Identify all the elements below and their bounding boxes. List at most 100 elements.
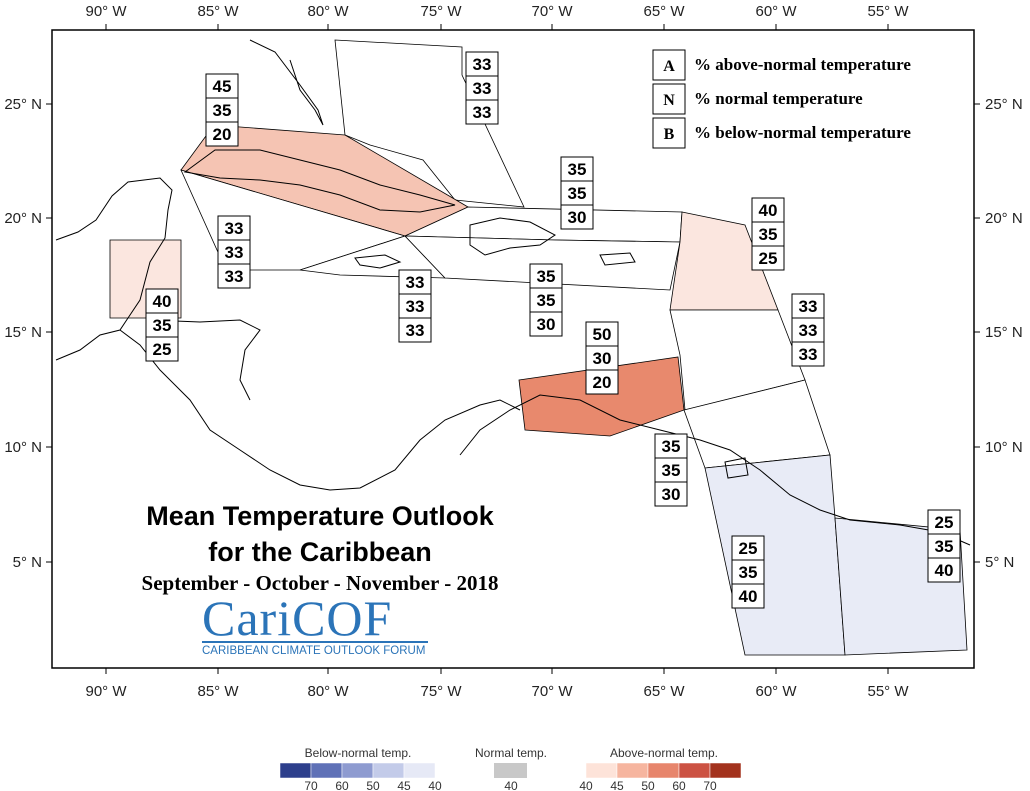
probability-below: 30 [568,208,587,227]
colorbar-above-tick: 45 [610,779,624,791]
colorbar-below-tick: 45 [397,779,411,791]
y-ticks-right: 25° N 20° N 15° N 10° N 5° N [974,96,1023,571]
coastline-south-america [459,394,971,546]
x-tick-label-bottom: 65° W [643,683,685,700]
colorbar-above-swatch [678,762,711,779]
probability-cell [751,197,785,223]
x-ticks-bottom: 90° W 85° W 80° W 75° W 70° W 65° W 60° W 55° W [85,668,909,700]
colorbar-normal-title: Normal temp. [475,746,547,760]
probability-cell [217,215,251,241]
x-tick-label-top: 65° W [643,3,685,20]
probability-normal: 35 [662,461,681,480]
probability-cell [217,263,251,289]
probability-below: 33 [406,321,425,340]
y-tick-label-right: 5° N [985,554,1014,571]
probability-above: 33 [799,297,818,316]
coastline-honduras [149,319,261,401]
key-description: % normal temperature [694,89,863,108]
y-tick-label-left: 20° N [4,210,42,227]
y-tick-label-left: 10° N [4,439,42,456]
y-tick-label-right: 15° N [985,324,1023,341]
y-tick-label-right: 10° N [985,439,1023,456]
probability-cell [205,97,239,123]
probability-cell [927,557,961,583]
colorbar-below-tick: 70 [304,779,318,791]
probability-cell [654,433,688,459]
probability-cell [145,312,179,338]
map-title-line1: Mean Temperature Outlook [146,501,494,531]
probability-above: 35 [568,160,587,179]
probability-below: 40 [935,561,954,580]
probability-below: 33 [799,345,818,364]
colorbar-above-title: Above-normal temp. [610,746,718,760]
probability-below: 30 [537,315,556,334]
caricof-logo: CariCOF [202,590,393,646]
y-ticks-left: 25° N 20° N 15° N 10° N 5° N [4,96,52,571]
x-tick-label-top: 85° W [197,3,239,20]
key-letter-box [652,117,686,149]
probability-box: 40 35 25 [751,197,785,271]
colorbar-normal-swatch [494,763,527,778]
probability-above: 50 [593,325,612,344]
probability-cell [654,481,688,507]
probability-normal: 35 [213,101,232,120]
colorbar-above-swatch [585,762,618,779]
region-hispaniola-south [404,235,681,291]
probability-normal: 35 [568,184,587,203]
x-tick-label-bottom: 55° W [867,683,909,700]
probability-cell [560,180,594,206]
colorbar-below-tick: 60 [335,779,349,791]
probability-cell [560,204,594,230]
colorbar-below-tick: 40 [428,779,442,791]
probability-above: 25 [739,539,758,558]
probability-below: 25 [759,249,778,268]
probability-normal: 33 [406,297,425,316]
probability-box: 35 35 30 [560,156,594,230]
probability-box: 50 30 20 [585,321,619,395]
probability-cell [585,369,619,395]
probability-cell [791,317,825,343]
map-title-line2: for the Caribbean [208,537,432,567]
colorbar-normal-tick: 40 [504,779,518,791]
colorbar-above-swatch [616,762,649,779]
colorbar-above-swatch [709,762,742,779]
probability-cell [927,533,961,559]
probability-cell [145,288,179,314]
probability-normal: 33 [473,79,492,98]
probability-box: 25 35 40 [927,509,961,583]
probability-below: 25 [153,340,172,359]
probability-normal: 33 [225,243,244,262]
probability-cell [585,321,619,347]
probability-above: 25 [935,513,954,532]
coastline-central-america [119,329,521,491]
region-abc-islands [518,356,685,437]
x-tick-label-bottom: 80° W [307,683,349,700]
x-tick-label-top: 80° W [307,3,349,20]
probability-cell [731,583,765,609]
probability-cell [398,293,432,319]
probability-below: 33 [225,267,244,286]
probability-cell [791,293,825,319]
probability-cell [731,535,765,561]
probability-below: 20 [593,373,612,392]
probability-below: 30 [662,485,681,504]
colorbar-above-tick: 60 [672,779,686,791]
probability-cell [529,263,563,289]
probability-normal: 35 [739,563,758,582]
probability-cell [145,336,179,362]
probability-above: 45 [213,77,232,96]
key-letter-box [652,49,686,81]
probability-cell [654,457,688,483]
probability-cell [751,245,785,271]
colorbar-below-swatch [310,762,343,779]
probability-above: 33 [473,55,492,74]
y-tick-label-right: 20° N [985,210,1023,227]
x-tick-label-top: 55° W [867,3,909,20]
probability-box: 33 33 33 [398,269,432,343]
probability-cell [217,239,251,265]
probability-normal: 35 [537,291,556,310]
y-tick-label-left: 15° N [4,324,42,341]
colorbar-below-swatch [372,762,405,779]
x-tick-label-bottom: 70° W [531,683,573,700]
x-tick-label-bottom: 60° W [755,683,797,700]
